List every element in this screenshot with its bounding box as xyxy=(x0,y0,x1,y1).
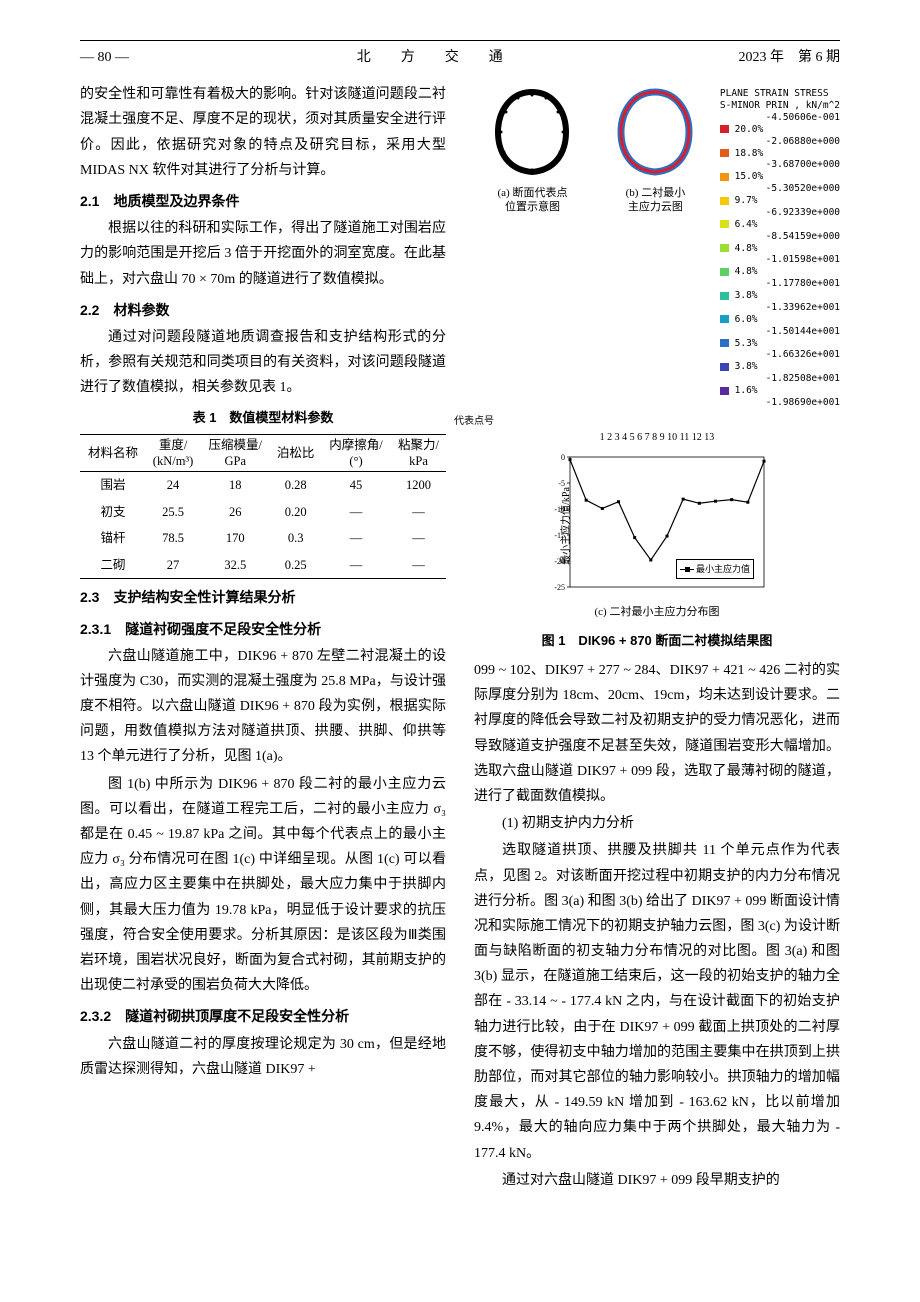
table-1: 材料名称重度/(kN/m³)压缩模量/GPa泊松比内摩擦角/(°)粘聚力/kPa… xyxy=(80,434,446,580)
table-row: 围岩24180.28451200 xyxy=(80,472,446,499)
para-col2-1: 099 ~ 102、DIK97 + 277 ~ 284、DIK97 + 421 … xyxy=(474,658,840,809)
subfig-a-label: (a) 断面代表点位置示意图 xyxy=(474,186,591,215)
section-number: 2.3.1 xyxy=(80,621,111,637)
issue-info: 2023 年 第 6 期 xyxy=(739,45,841,70)
table-cell: — xyxy=(321,552,391,579)
para-2-2: 通过对问题段隧道地质调查报告和支护结构形式的分析，参照有关规范和同类项目的有关资… xyxy=(80,325,446,401)
section-2-3: 2.3 支护结构安全性计算结果分析 xyxy=(80,585,446,610)
table-cell: 26 xyxy=(200,499,270,526)
para-2-3-1a: 六盘山隧道施工中，DIK96 + 870 左壁二衬混凝土的设计强度为 C30，而… xyxy=(80,644,446,770)
section-heading: 隧道衬砌强度不足段安全性分析 xyxy=(125,621,321,637)
table-cell: 32.5 xyxy=(200,552,270,579)
table-cell: 二砌 xyxy=(80,552,146,579)
chart-x-label: 代表点号 xyxy=(291,413,657,431)
table-cell: — xyxy=(391,552,446,579)
table-cell: 1200 xyxy=(391,472,446,499)
table-cell: — xyxy=(391,525,446,552)
table-col-header: 粘聚力/kPa xyxy=(391,434,446,472)
para-col2-3: 通过对六盘山隧道 DIK97 + 099 段早期支护的 xyxy=(474,1168,840,1193)
right-column: (a) 断面代表点位置示意图 (b) 二衬最小主应力云图 PLANE STRAI… xyxy=(474,82,840,1195)
table-cell: 0.28 xyxy=(270,472,321,499)
section-2-3-1: 2.3.1 隧道衬砌强度不足段安全性分析 xyxy=(80,617,446,642)
table-cell: 锚杆 xyxy=(80,525,146,552)
section-number: 2.1 xyxy=(80,193,99,209)
figure-1-caption: 图 1 DIK96 + 870 断面二衬模拟结果图 xyxy=(474,629,840,652)
table-cell: 18 xyxy=(200,472,270,499)
subfigure-c-chart: 最小主应力值/kPa 0-5-10-15-20-25 最小主应力值 xyxy=(542,451,772,601)
section-number: 2.2 xyxy=(80,302,99,318)
subfigure-b: (b) 二衬最小主应力云图 xyxy=(597,88,714,214)
para-col2-2-label: (1) 初期支护内力分析 xyxy=(474,811,840,836)
para-2-3-1b: 图 1(b) 中所示为 DIK96 + 870 段二衬的最小主应力云图。可以看出… xyxy=(80,772,446,999)
table-row: 二砌2732.50.25—— xyxy=(80,552,446,579)
section-heading: 地质模型及边界条件 xyxy=(113,193,239,209)
chart-legend: 最小主应力值 xyxy=(676,559,754,579)
tunnel-contour-icon xyxy=(615,88,695,176)
para-2-3-2: 六盘山隧道二衬的厚度按理论规定为 30 cm，但是经地质雷达探测得知，六盘山隧道… xyxy=(80,1032,446,1082)
table-cell: 0.20 xyxy=(270,499,321,526)
section-2-2: 2.2 材料参数 xyxy=(80,298,446,323)
running-header: — 80 — 北 方 交 通 2023 年 第 6 期 xyxy=(80,40,840,82)
table-cell: 0.3 xyxy=(270,525,321,552)
figure-1: (a) 断面代表点位置示意图 (b) 二衬最小主应力云图 PLANE STRAI… xyxy=(474,88,840,652)
tunnel-outline-icon xyxy=(492,88,572,176)
table-cell: 45 xyxy=(321,472,391,499)
table-col-header: 内摩擦角/(°) xyxy=(321,434,391,472)
table-cell: 围岩 xyxy=(80,472,146,499)
section-heading: 支护结构安全性计算结果分析 xyxy=(113,589,295,605)
subfig-b-label: (b) 二衬最小主应力云图 xyxy=(597,186,714,215)
svg-text:-25: -25 xyxy=(554,583,565,592)
subfig-c-label: (c) 二衬最小主应力分布图 xyxy=(474,603,840,623)
table-cell: 初支 xyxy=(80,499,146,526)
chart-x-ticks: 1 2 3 4 5 6 7 8 9 10 11 12 13 xyxy=(474,429,840,447)
chart-y-label: 最小主应力值/kPa xyxy=(558,487,576,565)
subfigure-a: (a) 断面代表点位置示意图 xyxy=(474,88,591,214)
table-row: 锚杆78.51700.3—— xyxy=(80,525,446,552)
table-cell: — xyxy=(391,499,446,526)
page-number: — 80 — xyxy=(80,45,129,70)
para-col2-2: 选取隧道拱顶、拱腰及拱脚共 11 个单元点作为代表点，见图 2。对该断面开挖过程… xyxy=(474,838,840,1165)
chart-series-label: 最小主应力值 xyxy=(696,564,750,574)
table-col-header: 材料名称 xyxy=(80,434,146,472)
left-column: 的安全性和可靠性有着极大的影响。针对该隧道问题段二衬混凝土强度不足、厚度不足的现… xyxy=(80,82,446,1195)
section-2-3-2: 2.3.2 隧道衬砌拱顶厚度不足段安全性分析 xyxy=(80,1004,446,1029)
journal-title: 北 方 交 通 xyxy=(357,45,511,70)
table-cell: 27 xyxy=(146,552,200,579)
table-cell: 24 xyxy=(146,472,200,499)
section-2-1: 2.1 地质模型及边界条件 xyxy=(80,189,446,214)
table-cell: 78.5 xyxy=(146,525,200,552)
stress-legend: PLANE STRAIN STRESS S-MINOR PRIN , kN/m^… xyxy=(720,88,840,409)
table-col-header: 泊松比 xyxy=(270,434,321,472)
section-heading: 隧道衬砌拱顶厚度不足段安全性分析 xyxy=(125,1008,349,1024)
table-cell: 170 xyxy=(200,525,270,552)
section-number: 2.3 xyxy=(80,589,99,605)
section-number: 2.3.2 xyxy=(80,1008,111,1024)
table-cell: — xyxy=(321,499,391,526)
para-continuation: 的安全性和可靠性有着极大的影响。针对该隧道问题段二衬混凝土强度不足、厚度不足的现… xyxy=(80,82,446,183)
table-col-header: 重度/(kN/m³) xyxy=(146,434,200,472)
table-row: 初支25.5260.20—— xyxy=(80,499,446,526)
table-col-header: 压缩模量/GPa xyxy=(200,434,270,472)
table-cell: — xyxy=(321,525,391,552)
section-heading: 材料参数 xyxy=(113,302,169,318)
para-2-1: 根据以往的科研和实际工作，得出了隧道施工对围岩应力的影响范围是开挖后 3 倍于开… xyxy=(80,216,446,292)
table-cell: 0.25 xyxy=(270,552,321,579)
svg-text:0: 0 xyxy=(561,453,565,462)
table-cell: 25.5 xyxy=(146,499,200,526)
